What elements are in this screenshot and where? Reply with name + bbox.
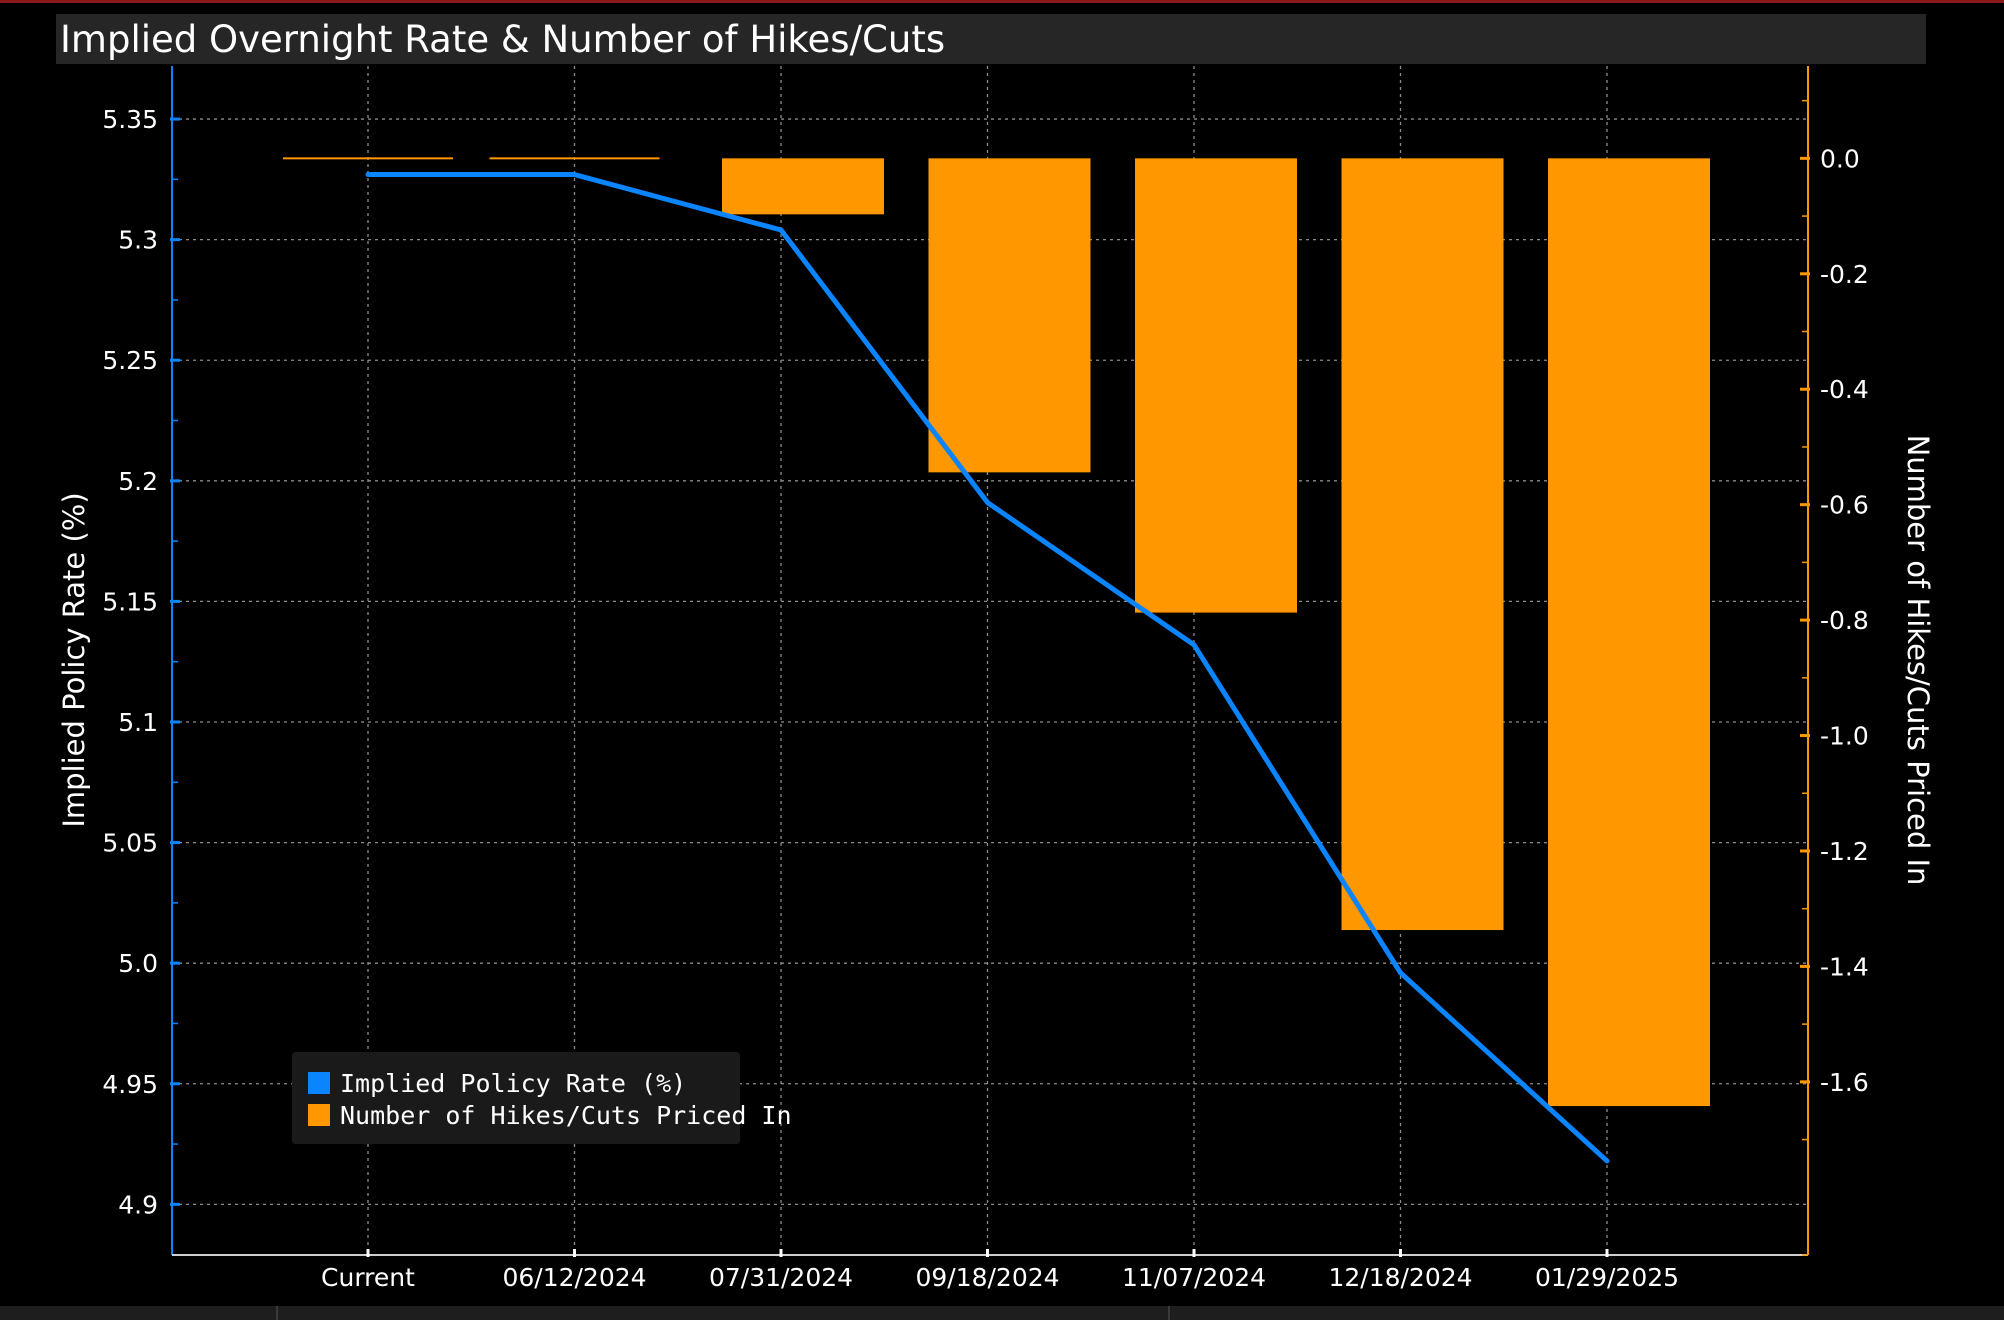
left-tick-label: 4.95 (102, 1070, 158, 1099)
x-tick-label: Current (321, 1263, 415, 1292)
bar (489, 157, 660, 160)
bar (283, 157, 453, 160)
strip-divider (1168, 1306, 1170, 1320)
left-tick-label: 5.1 (118, 708, 158, 737)
right-tick-label: -0.2 (1820, 260, 1869, 289)
left-tick-label: 5.2 (118, 467, 158, 496)
x-tick-label: 06/12/2024 (502, 1263, 646, 1292)
x-tick-label: 01/29/2025 (1535, 1263, 1679, 1292)
bar (1548, 158, 1710, 1107)
chart-title: Implied Overnight Rate & Number of Hikes… (60, 18, 946, 61)
legend: Implied Policy Rate (%) Number of Hikes/C… (292, 1052, 792, 1144)
x-tick-label: 07/31/2024 (709, 1263, 853, 1292)
right-tick-label: -1.2 (1820, 837, 1869, 866)
left-tick-label: 5.05 (102, 829, 158, 858)
bar (1135, 158, 1297, 613)
left-axis-title: Implied Policy Rate (%) (57, 492, 91, 827)
legend-box (292, 1052, 740, 1144)
x-tick-label: 09/18/2024 (915, 1263, 1059, 1292)
left-tick-label: 4.9 (118, 1190, 158, 1219)
legend-swatch-line (308, 1072, 330, 1094)
bar (722, 158, 884, 215)
right-tick-label: 0.0 (1820, 144, 1860, 173)
left-tick-label: 5.15 (102, 587, 158, 616)
bar-series (283, 157, 1710, 1107)
right-tick-label: -0.4 (1820, 375, 1869, 404)
right-tick-label: -1.6 (1820, 1068, 1869, 1097)
x-tick-label: 11/07/2024 (1122, 1263, 1266, 1292)
bar (1341, 158, 1504, 931)
legend-label: Number of Hikes/Cuts Priced In (340, 1101, 792, 1130)
legend-label: Implied Policy Rate (%) (340, 1069, 686, 1098)
right-tick-label: -1.0 (1820, 722, 1869, 751)
right-tick-label: -0.8 (1820, 606, 1869, 635)
axes: 5.35 5.3 5.25 5.2 5.15 5.1 5.05 5.0 4.95 4.9 Impli… (57, 66, 1935, 1292)
legend-swatch-bar (308, 1104, 330, 1126)
strip-divider (276, 1306, 278, 1320)
left-tick-label: 5.3 (118, 226, 158, 255)
left-tick-label: 5.0 (118, 949, 158, 978)
bar (928, 158, 1091, 473)
x-tick-label: 12/18/2024 (1328, 1263, 1472, 1292)
right-tick-label: -0.6 (1820, 491, 1869, 520)
line-path (365, 172, 1610, 1164)
left-tick-label: 5.35 (102, 105, 158, 134)
top-accent-rule (0, 0, 2004, 3)
bottom-status-strip (0, 1306, 2004, 1320)
chart-title-bar: Implied Overnight Rate & Number of Hikes… (56, 14, 1926, 64)
right-axis-title: Number of Hikes/Cuts Priced In (1901, 435, 1935, 886)
right-tick-label: -1.4 (1820, 952, 1869, 981)
left-tick-label: 5.25 (102, 346, 158, 375)
line-series (365, 172, 1610, 1164)
